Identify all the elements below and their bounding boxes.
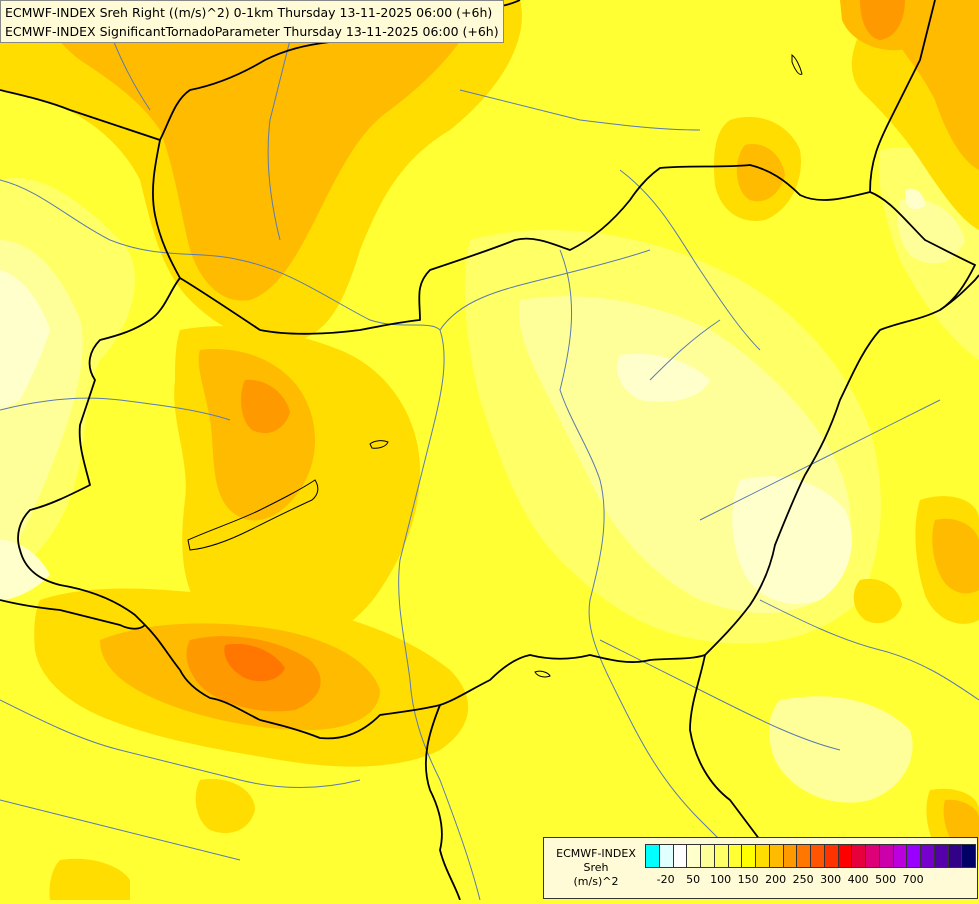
border-serbia [689,654,776,861]
legend-swatch [811,845,825,867]
legend-swatch [797,845,811,867]
legend-swatches [645,844,976,868]
legend-swatch [962,845,976,867]
legend-swatch [838,845,853,867]
legend-swatch [824,845,839,867]
legend-swatch [673,845,688,867]
lakes [187,53,803,678]
legend-title: ECMWF-INDEX Sreh (m/s)^2 [548,847,644,889]
legend-swatch [646,845,660,867]
legend-tick-label: 50 [686,873,701,886]
small-lake [369,440,389,449]
legend-swatch [907,845,921,867]
border-hungary [144,164,976,740]
legend-swatch [934,845,949,867]
color-legend: ECMWF-INDEX Sreh (m/s)^2 -20 50 100 150 200 2… [543,837,978,899]
legend-swatch [921,845,935,867]
legend-swatch [659,845,674,867]
legend-tick-label: 250 [792,873,814,886]
legend-swatch [879,845,894,867]
legend-swatch [714,845,729,867]
map-title-line2: ECMWF-INDEX SignificantTornadoParameter … [5,24,499,39]
legend-swatch [756,845,770,867]
legend-tick-label: 700 [902,873,924,886]
legend-swatch [728,845,743,867]
legend-tick-label: -20 [656,873,675,886]
legend-swatch [742,845,756,867]
legend-swatch [687,845,701,867]
border-ukraine [869,0,936,193]
lake-balaton [187,479,319,551]
map-title-line1: ECMWF-INDEX Sreh Right ((m/s)^2) 0-1km T… [5,5,493,20]
border-slovenia [0,599,146,630]
legend-swatch [866,845,880,867]
legend-tick-label: 150 [737,873,759,886]
small-lake-south [534,670,551,678]
legend-tick-label: 300 [820,873,842,886]
legend-swatch [893,845,908,867]
border-slovakia-south [152,139,181,279]
legend-swatch [783,845,798,867]
legend-title-line1: ECMWF-INDEX [556,847,636,860]
legend-swatch [769,845,784,867]
legend-tick-label: 500 [875,873,897,886]
small-lake-east [791,53,803,75]
legend-swatch [852,845,866,867]
border-austria [17,277,181,626]
legend-tick-label: 200 [765,873,787,886]
legend-swatch [701,845,715,867]
legend-swatch [948,845,963,867]
legend-ticks: -20 50 100 150 200 250 300 400 500 700 [645,873,975,889]
legend-title-line3: (m/s)^2 [573,875,619,888]
map-title: ECMWF-INDEX Sreh Right ((m/s)^2) 0-1km T… [0,0,504,43]
legend-tick-label: 100 [710,873,732,886]
border-croatia [424,704,461,901]
border-romania [939,274,979,311]
legend-title-line2: Sreh [583,861,609,874]
legend-tick-label: 400 [847,873,869,886]
